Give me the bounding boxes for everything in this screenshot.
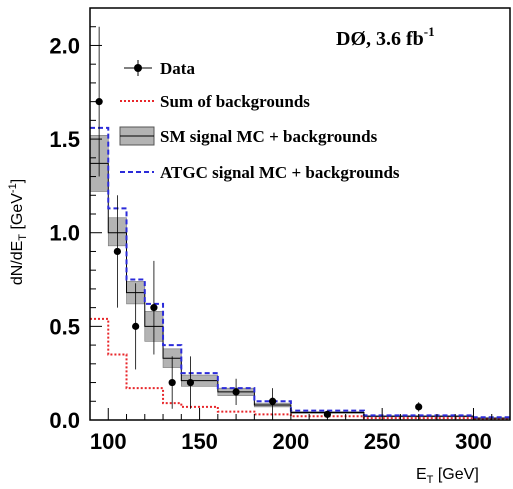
data-point-2 xyxy=(132,322,140,330)
y-tick-labels: 0.0 0.5 1.0 1.5 2.0 xyxy=(49,33,80,433)
x-tick-label-2: 200 xyxy=(273,429,310,454)
y-tick-label-1: 0.5 xyxy=(49,314,80,339)
series-line-2 xyxy=(90,162,510,419)
legend-label-sm: SM signal MC + backgrounds xyxy=(160,127,378,146)
legend-label-backgrounds: Sum of backgrounds xyxy=(160,92,310,111)
data-point-4 xyxy=(168,378,176,387)
x-tick-labels: 100 150 200 250 300 xyxy=(90,429,492,454)
data-point-0 xyxy=(95,98,103,106)
legend: Data Sum of backgrounds SM signal MC + b… xyxy=(119,59,400,182)
plot-frame xyxy=(89,7,511,421)
x-tick-label-1: 150 xyxy=(181,429,218,454)
y-tick-label-4: 2.0 xyxy=(49,33,80,58)
x-tick-label-3: 250 xyxy=(364,429,401,454)
data-point-6 xyxy=(232,388,240,396)
data-point-9 xyxy=(415,403,423,411)
series-line-3 xyxy=(90,126,510,419)
y-tick-label-0: 0.0 xyxy=(49,408,80,433)
legend-entry-data: Data xyxy=(124,59,195,78)
y-axis-title: dN/dET [GeV-1] xyxy=(7,179,29,285)
axis-ticks xyxy=(90,7,511,421)
legend-label-data: Data xyxy=(160,59,195,78)
x-tick-label-0: 100 xyxy=(90,429,127,454)
legend-entry-backgrounds: Sum of backgrounds xyxy=(120,92,310,111)
legend-entry-atgc: ATGC signal MC + backgrounds xyxy=(120,163,400,182)
x-axis-title: ET [GeV] xyxy=(416,466,479,486)
data-point-7 xyxy=(269,397,277,405)
y-tick-label-3: 1.5 xyxy=(49,127,80,152)
y-tick-label-2: 1.0 xyxy=(49,221,80,246)
legend-data-marker xyxy=(134,64,142,72)
data-point-3 xyxy=(150,304,158,312)
legend-entry-sm: SM signal MC + backgrounds xyxy=(119,126,378,146)
x-tick-label-4: 300 xyxy=(455,429,492,454)
data-point-5 xyxy=(186,378,195,387)
experiment-label: DØ, 3.6 fb-1 xyxy=(336,24,435,50)
data-point-1 xyxy=(113,247,121,256)
legend-label-atgc: ATGC signal MC + backgrounds xyxy=(160,163,400,182)
data-points xyxy=(95,26,423,419)
